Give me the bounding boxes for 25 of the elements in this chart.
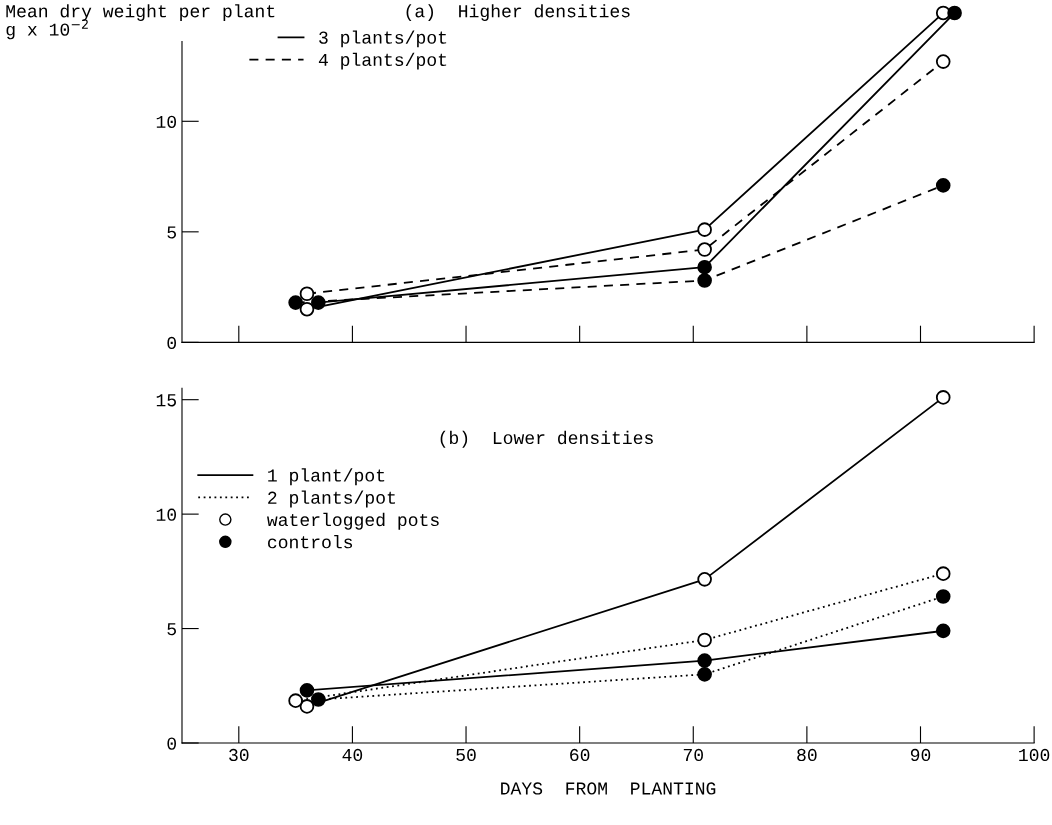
annotation: controls [268,535,353,549]
y-tick-label: 10 [156,115,177,129]
legend-label: 3 plants/pot [319,30,447,48]
y-axis-title: Mean dry weight per plant g x 10$^{−2}$ [6,4,275,40]
text: (b) Lower densities [440,430,653,448]
y-tick-label: 10 [156,508,177,521]
x-tick-label: 80 [797,748,817,762]
x-tick-label: 70 [683,748,703,762]
annotation: waterlogged pots [267,512,439,530]
y-tick-label: 15 [156,394,176,407]
legend-label: 2 plants/pot [268,490,396,508]
legend-label: 1 plant/pot [268,468,385,486]
y-tick-label: 5 [167,226,176,239]
x-tick-label: 30 [229,748,249,762]
y-tick-label: 0 [167,336,177,350]
y-tick-label: 5 [167,623,176,636]
x-tick-label: 40 [342,748,363,762]
chart-title: (a) Higher densities [406,4,630,21]
x-axis-title: DAYS FROM PLANTING [501,782,716,795]
legend-label: 4 plants/pot [318,52,447,70]
y-tick-label: 0 [167,737,177,750]
x-tick-label: 60 [570,748,590,762]
x-tick-label: 90 [910,748,931,762]
x-tick-label: 50 [456,748,476,762]
x-tick-label: 100 [1019,748,1050,762]
